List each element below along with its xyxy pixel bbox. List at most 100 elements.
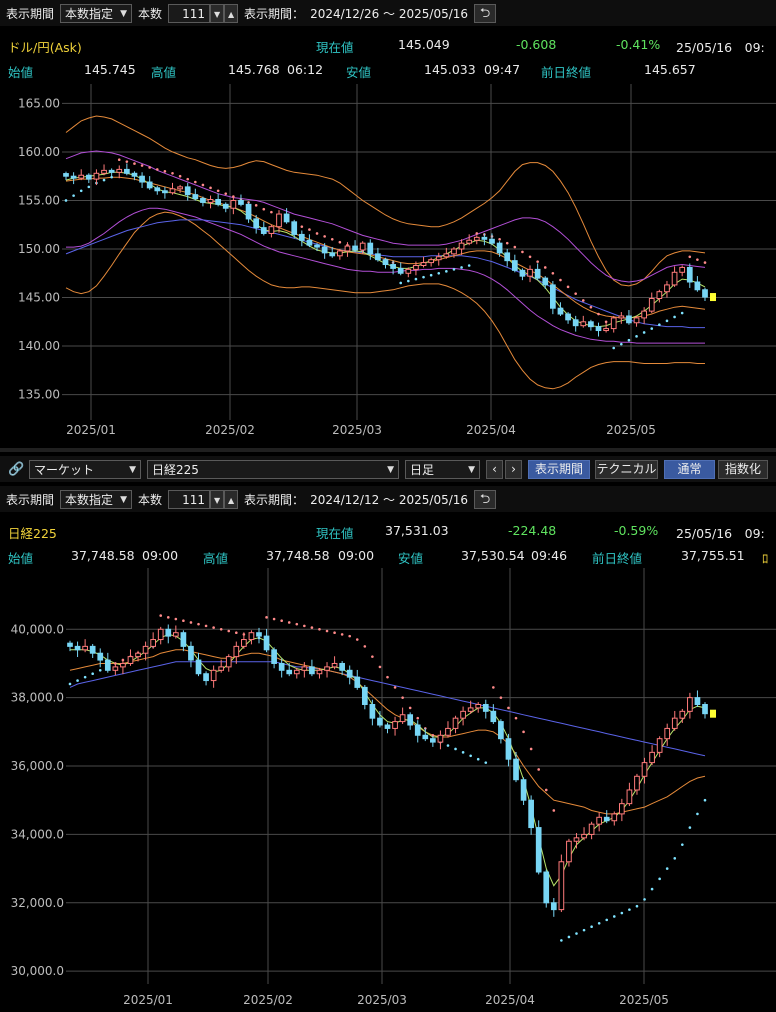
increment-button[interactable]: ▲ [224,3,239,23]
mode-select[interactable]: 本数指定 ▼ [60,3,133,23]
candle-body [222,203,229,209]
candle-body [489,238,495,244]
candle-body [422,734,429,740]
sar-dot [551,271,555,275]
x-tick-label: 2025/05 [619,993,669,1007]
increment-button[interactable]: ▲ [224,489,239,509]
candle-body [367,242,374,255]
candle-body [283,213,290,223]
sar-dot [308,228,311,231]
change-pct: -0.59% [614,523,659,538]
sar-dot [272,617,276,621]
market-select[interactable]: マーケット ▼ [29,460,141,479]
y-tick-label: 165.00 [18,96,60,110]
sar-dot [178,174,182,178]
low-value: 145.033 [424,62,476,77]
refresh-button[interactable]: ⮌ [474,3,497,23]
candle-body [78,174,85,179]
candle-body [215,199,222,205]
panel-divider [0,448,776,452]
technical-button[interactable]: テクニカル [595,460,658,479]
refresh-button[interactable]: ⮌ [474,489,497,509]
y-tick-label: 30,000.0 [11,964,64,978]
candle-body [359,242,366,251]
nikkei-chart[interactable]: 2025/01 2025/02 2025/03 2025/04 2025/05 40,00… [0,568,776,1012]
candle-body [203,673,209,682]
panel2-quote-row2: 始値 37,748.58 09:00 高値 37,748.58 09:00 安値… [0,544,776,566]
prev-button[interactable]: ‹ [486,460,503,479]
candle-body [230,199,237,209]
candle-body [377,717,383,726]
moving-average-mid [69,649,706,815]
candle-body [430,738,436,743]
candle-body [346,669,353,678]
instrument-name: ドル/円(Ask) [8,40,82,55]
sar-dot [673,857,677,860]
candle-body [112,666,119,671]
low-label: 安値 [346,65,372,80]
candle-body [626,315,632,324]
sar-dot [597,921,601,925]
decrement-button[interactable]: ▼ [210,489,225,509]
sar-dot [658,323,661,327]
sar-dot [209,186,212,190]
candle-body [466,239,473,244]
sar-dot [507,706,510,710]
candle-body [375,253,381,261]
candle-body [679,266,686,273]
period-button[interactable]: 表示期間 [528,460,590,479]
sar-dot [227,629,231,633]
interval-select-value: 日足 [410,463,435,477]
y-tick-label: 155.00 [18,193,60,207]
usdjpy-chart[interactable]: 2025/01 2025/02 2025/03 2025/04 2025/05 165.0… [0,84,776,442]
candle-body [253,218,260,229]
candle-body [162,190,168,194]
count-input[interactable]: 111 [168,3,211,23]
candle-body [399,714,406,723]
sar-dot [265,616,268,619]
decrement-button[interactable]: ▼ [210,3,225,23]
next-button[interactable]: › [505,460,522,479]
sar-dot [429,273,433,277]
sar-dot [355,638,359,641]
index-button[interactable]: 指数化 [718,460,768,479]
current-label: 現在値 [316,40,354,55]
sar-dot [155,168,159,171]
candle-body [139,175,145,183]
sar-dot [330,237,334,241]
market-select-value: マーケット [34,463,95,477]
candle-body [473,236,480,241]
sar-dot [574,292,577,295]
count-input[interactable]: 111 [168,489,211,509]
mode-select[interactable]: 本数指定 ▼ [60,489,133,509]
candle-body [89,645,96,654]
change-pct: -0.41% [616,37,661,52]
candle-body [291,221,298,235]
sar-dot [340,633,344,636]
candle-body [520,779,527,801]
candle-body [534,268,541,279]
sar-dot [194,180,197,184]
sar-dot [635,904,639,908]
panel1-quote-row2: 始値 145.745 高値 145.768 06:12 安値 145.033 0… [0,58,776,80]
sar-dot [333,631,336,635]
sar-dot [492,686,495,689]
sar-dot [604,320,608,324]
normal-button[interactable]: 通常 [664,460,715,479]
candle-body [511,260,518,271]
candle-body [177,186,183,190]
candle-body [687,697,693,712]
sar-dot [287,621,291,624]
interval-select[interactable]: 日足 ▼ [405,460,480,479]
candle-body [210,669,217,682]
candle-body [581,833,587,839]
link-icon[interactable]: 🔗 [8,462,25,477]
candle-body [116,168,123,173]
sar-dot [182,619,185,623]
symbol-select-value: 日経225 [152,463,199,477]
sar-dot [552,809,556,812]
current-value: 145.049 [398,37,450,52]
candle-body [131,172,138,177]
candle-body [150,639,156,647]
symbol-select[interactable]: 日経225 ▼ [147,460,399,479]
